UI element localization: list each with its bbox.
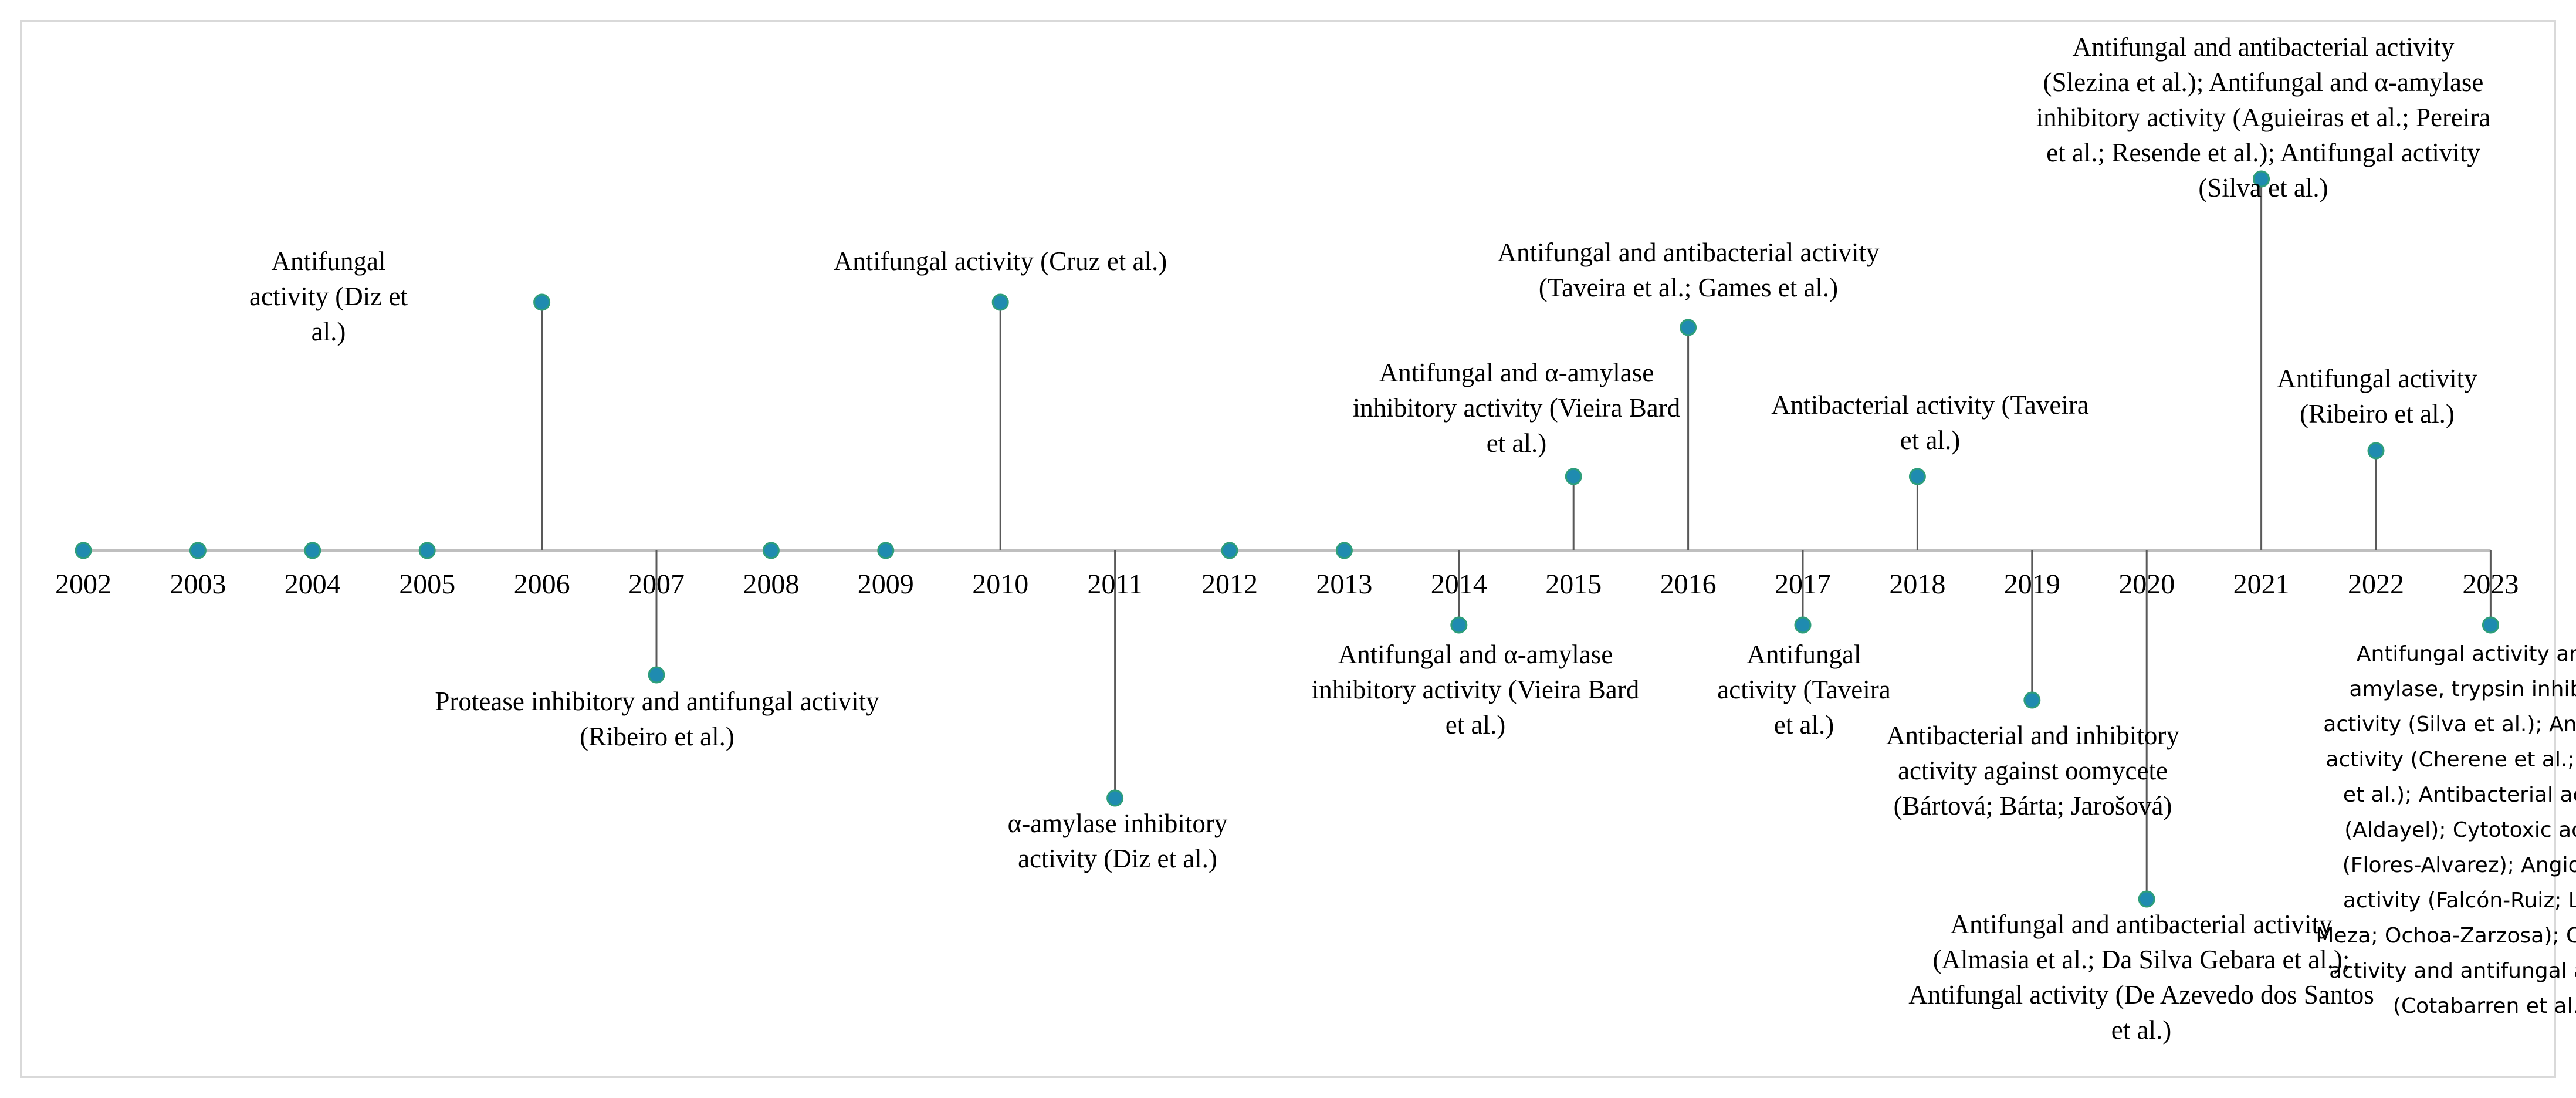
event-label-2018: Antibacterial activity (Taveira et al.) <box>1771 390 2089 455</box>
event-marker-2017 <box>1794 616 1812 634</box>
event-label-2021: Antifungal and antibacterial activity (S… <box>2036 32 2491 202</box>
year-label-2018: 2018 <box>1889 569 1946 600</box>
year-label-2016: 2016 <box>1660 569 1717 600</box>
year-marker-2012 <box>1221 542 1238 559</box>
year-marker-2004 <box>304 542 321 559</box>
year-label-2020: 2020 <box>2118 569 2175 600</box>
year-label-2011: 2011 <box>1087 569 1143 600</box>
event-marker-2023 <box>2482 616 2499 634</box>
event-label-2019: Antibacterial and inhibitory activity ag… <box>1886 721 2179 820</box>
year-label-2005: 2005 <box>399 569 456 600</box>
year-label-2010: 2010 <box>972 569 1029 600</box>
event-label-2006: Antifungal activity (Diz et al.) <box>249 246 408 346</box>
year-label-2017: 2017 <box>1775 569 1831 600</box>
year-label-2022: 2022 <box>2348 569 2404 600</box>
year-label-2003: 2003 <box>170 569 226 600</box>
event-marker-2011 <box>1106 789 1124 807</box>
event-marker-2007 <box>648 666 665 684</box>
year-label-2008: 2008 <box>743 569 800 600</box>
event-marker-2006 <box>533 293 551 311</box>
timeline-frame <box>20 20 2556 1078</box>
year-label-2009: 2009 <box>857 569 914 600</box>
event-label-2010: Antifungal activity (Cruz et al.) <box>833 246 1167 276</box>
event-marker-2015 <box>1565 468 1582 485</box>
event-marker-2018 <box>1908 468 1926 485</box>
year-label-2023: 2023 <box>2462 569 2519 600</box>
year-marker-2003 <box>189 542 207 559</box>
event-label-2011: α-amylase inhibitory activity (Diz et al… <box>1007 809 1228 873</box>
event-marker-2020 <box>2138 890 2155 908</box>
year-marker-2002 <box>75 542 92 559</box>
event-label-2020: Antifungal and antibacterial activity (A… <box>1908 910 2374 1045</box>
event-marker-2010 <box>991 293 1009 311</box>
year-marker-2005 <box>418 542 436 559</box>
event-label-2017: Antifungal activity (Taveira et al.) <box>1717 640 1891 739</box>
event-label-2023: Antifungal activity and α-amylase, tryps… <box>2316 642 2576 1018</box>
year-marker-2008 <box>762 542 780 559</box>
event-marker-2022 <box>2367 442 2385 460</box>
year-marker-2009 <box>877 542 895 559</box>
year-marker-2013 <box>1335 542 1353 559</box>
event-label-2014: Antifungal and α-amylase inhibitory acti… <box>1311 640 1640 739</box>
year-label-2019: 2019 <box>2003 569 2060 600</box>
year-label-2007: 2007 <box>628 569 685 600</box>
year-label-2006: 2006 <box>513 569 570 600</box>
event-marker-2014 <box>1450 616 1468 634</box>
event-label-2015: Antifungal and α-amylase inhibitory acti… <box>1352 358 1681 458</box>
year-label-2012: 2012 <box>1201 569 1258 600</box>
year-label-2014: 2014 <box>1430 569 1487 600</box>
event-marker-2019 <box>2023 691 2041 709</box>
year-label-2013: 2013 <box>1316 569 1373 600</box>
year-label-2015: 2015 <box>1545 569 1602 600</box>
event-label-2022: Antifungal activity (Ribeiro et al.) <box>2277 364 2477 428</box>
event-label-2007: Protease inhibitory and antifungal activ… <box>435 687 879 751</box>
year-label-2021: 2021 <box>2233 569 2290 600</box>
year-label-2002: 2002 <box>55 569 111 600</box>
event-marker-2016 <box>1680 319 1697 336</box>
year-label-2004: 2004 <box>284 569 341 600</box>
event-label-2016: Antifungal and antibacterial activity (T… <box>1497 238 1880 302</box>
event-marker-2021 <box>2253 170 2270 188</box>
